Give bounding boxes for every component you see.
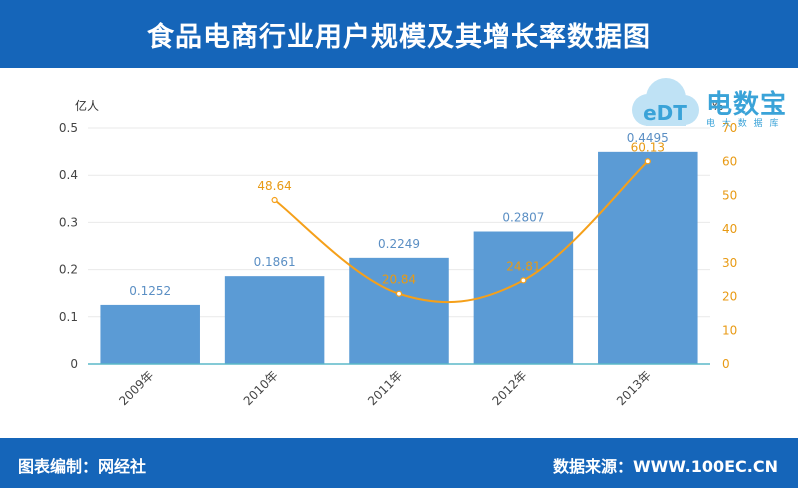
- bar: [224, 276, 325, 364]
- page-title: 食品电商行业用户规模及其增长率数据图: [147, 21, 651, 53]
- logo: eDT 电数宝 电 大 数 据 库: [626, 76, 796, 140]
- cloud-logo-icon: eDT: [632, 78, 699, 126]
- y2-tick-label: 40: [722, 222, 737, 236]
- y2-tick-label: 50: [722, 188, 737, 202]
- line-data-label: 60.13: [631, 140, 665, 154]
- logo-brand: 电数宝: [706, 90, 788, 120]
- bar-data-label: 0.2807: [502, 211, 544, 225]
- bar: [100, 304, 200, 364]
- line-point: [395, 290, 403, 297]
- header-bar: 食品电商行业用户规模及其增长率数据图: [0, 0, 798, 68]
- y-tick-label: 0.2: [59, 263, 78, 277]
- line-point: [520, 277, 527, 284]
- footer-bar: 图表编制：网经社 数据来源：WWW.100EC.CN: [0, 438, 798, 488]
- chart-area: 0 0.1 0.2 0.3 0.4 0.5 0 10 20 30 40 50 60 70 亿人% 0.1252…: [0, 68, 798, 438]
- y-tick-label: 0.3: [59, 215, 78, 229]
- x-tick-label: 2011年: [365, 368, 405, 408]
- y2-tick-label: 10: [722, 323, 737, 337]
- growth-rate-line: [273, 160, 649, 304]
- bar-data-label: 0.1861: [254, 255, 296, 269]
- y-tick-label: 0.1: [59, 310, 78, 324]
- line-data-label: 20.84: [382, 273, 416, 287]
- logo-mark: eDT: [643, 101, 687, 125]
- y-axis-label: 亿人: [75, 98, 99, 113]
- line-point: [644, 158, 651, 165]
- bar: [473, 231, 574, 364]
- y-tick-label: 0: [70, 357, 78, 371]
- y2-tick-label: 30: [722, 256, 737, 270]
- footer-source: 数据来源：WWW.100EC.CN: [552, 457, 778, 476]
- y2-tick-label: 20: [722, 290, 737, 304]
- logo-subtitle: 电 大 数 据 库: [706, 119, 781, 129]
- y2-axis-label: %: [712, 99, 723, 113]
- x-tick-label: 2012年: [490, 368, 530, 408]
- footer-credit: 图表编制：网经社: [18, 457, 147, 476]
- line-point: [271, 196, 278, 204]
- bar-data-label: 0.1252: [129, 284, 171, 298]
- bar: [598, 151, 698, 364]
- y2-tick-label: 60: [722, 155, 737, 169]
- line-data-label: 48.64: [257, 179, 291, 193]
- bar-data-label: 0.2249: [378, 237, 420, 251]
- y-tick-label: 0.5: [59, 121, 78, 135]
- x-tick-label: 2010年: [241, 368, 281, 408]
- x-tick-label: 2009年: [116, 368, 156, 408]
- line-data-label: 24.81: [506, 259, 540, 273]
- combo-chart: 0 0.1 0.2 0.3 0.4 0.5 0 10 20 30 40 50 60 70 亿人 % 0.1252…: [59, 98, 737, 408]
- y2-tick-label: 0: [722, 357, 730, 371]
- bar-data-label: 0.4495: [627, 131, 669, 145]
- y-tick-label: 0.4: [59, 168, 78, 182]
- y2-tick-label: 70: [722, 121, 737, 135]
- x-tick-label: 2013年: [614, 368, 654, 408]
